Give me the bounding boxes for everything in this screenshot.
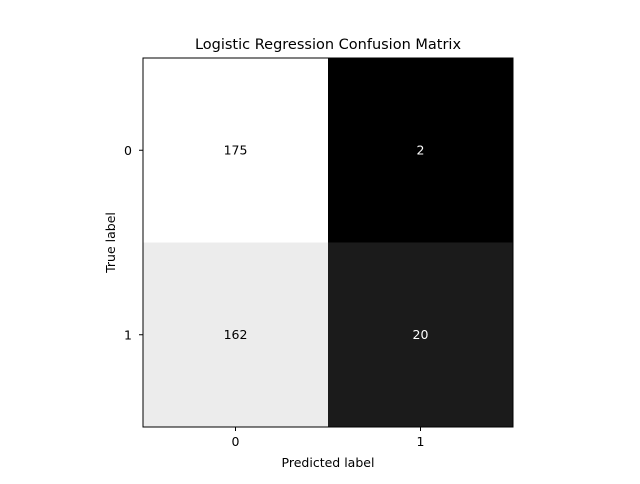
matrix-cells — [143, 58, 513, 427]
y-tick-label-1: 1 — [124, 327, 132, 342]
x-axis-label: Predicted label — [282, 455, 375, 470]
matrix-cell-1-1 — [328, 242, 513, 427]
y-axis-ticks: 01 — [124, 143, 143, 342]
matrix-cell-value-0-0: 175 — [224, 142, 248, 157]
matrix-cell-1-0 — [143, 242, 328, 427]
matrix-cell-0-1 — [328, 58, 513, 243]
matrix-cell-value-0-1: 2 — [417, 142, 425, 157]
matrix-cell-labels: 175 2 162 20 — [224, 142, 429, 342]
y-tick-label-0: 0 — [124, 143, 132, 158]
chart-title: Logistic Regression Confusion Matrix — [195, 37, 462, 53]
x-tick-label-1: 1 — [417, 434, 425, 449]
matrix-cell-value-1-1: 20 — [413, 327, 429, 342]
y-axis-label: True label — [103, 212, 118, 274]
matrix-cell-value-1-0: 162 — [224, 327, 248, 342]
matrix-cell-0-0 — [143, 58, 328, 243]
plot-frame — [142, 57, 514, 428]
x-tick-label-0: 0 — [232, 434, 240, 449]
